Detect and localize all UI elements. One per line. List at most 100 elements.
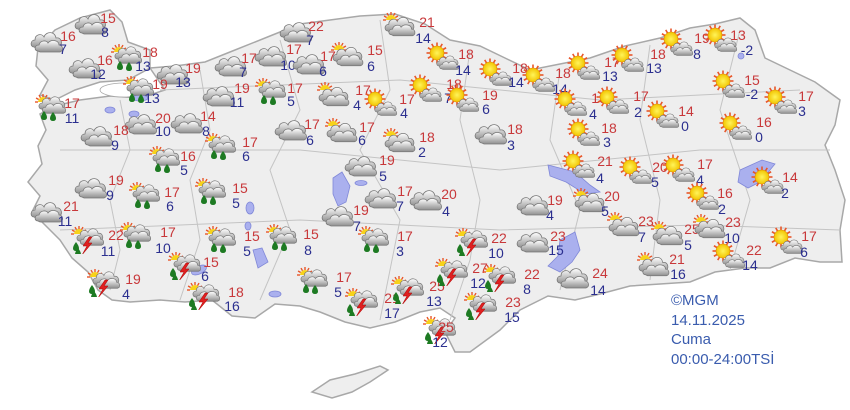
low-temperature: 14 — [742, 257, 758, 273]
mostly-sunny-icon — [479, 58, 513, 86]
low-temperature: 8 — [304, 242, 312, 258]
high-temperature: 16 — [60, 28, 76, 44]
high-temperature: 23 — [725, 214, 741, 230]
low-temperature: 5 — [684, 237, 692, 253]
high-temperature: 21 — [419, 14, 435, 30]
high-temperature: 20 — [604, 188, 620, 204]
low-temperature: 13 — [175, 74, 191, 90]
cloudy-icon — [274, 120, 307, 141]
high-temperature: 18 — [650, 46, 666, 62]
low-temperature: 6 — [358, 132, 366, 148]
thunderstorm-icon — [423, 316, 456, 344]
high-temperature: 17 — [304, 116, 320, 132]
cloudy-icon — [292, 54, 325, 75]
low-temperature: 7 — [59, 41, 67, 57]
partly-cloudy-rain-icon — [120, 222, 151, 249]
high-temperature: 18 — [419, 129, 435, 145]
high-temperature: 17 — [801, 228, 817, 244]
low-temperature: 5 — [243, 243, 251, 259]
partly-cloudy-icon — [383, 128, 416, 153]
low-temperature: 10 — [724, 230, 740, 246]
high-temperature: 21 — [597, 153, 613, 169]
high-temperature: 21 — [669, 251, 685, 267]
high-temperature: 15 — [100, 10, 116, 26]
high-temperature: 20 — [155, 110, 171, 126]
cloudy-icon — [474, 124, 507, 145]
low-temperature: 9 — [111, 137, 119, 153]
high-temperature: 17 — [242, 134, 258, 150]
partly-cloudy-icon — [637, 252, 670, 277]
thunderstorm-icon — [87, 269, 120, 297]
mostly-sunny-icon — [409, 74, 443, 102]
high-temperature: 22 — [524, 266, 540, 282]
thunderstorm-icon — [435, 258, 468, 286]
cloudy-icon — [170, 113, 203, 134]
partly-cloudy-icon — [331, 42, 364, 67]
cloudy-icon — [68, 58, 101, 79]
mostly-sunny-icon — [364, 88, 398, 116]
low-temperature: 2 — [781, 185, 789, 201]
cloudy-icon — [279, 22, 312, 43]
high-temperature: 22 — [308, 18, 324, 34]
high-temperature: 17 — [798, 88, 814, 104]
partly-cloudy-icon — [573, 188, 606, 213]
high-temperature: 17 — [320, 48, 336, 64]
cloudy-icon — [214, 56, 247, 77]
low-temperature: 5 — [180, 162, 188, 178]
low-temperature: 10 — [155, 240, 171, 256]
mostly-sunny-icon — [712, 240, 746, 268]
low-temperature: 11 — [229, 94, 245, 110]
low-temperature: 16 — [224, 298, 240, 314]
high-temperature: 17 — [160, 224, 176, 240]
low-temperature: 7 — [396, 198, 404, 214]
mostly-sunny-icon — [770, 226, 804, 254]
low-temperature: 3 — [798, 103, 806, 119]
mostly-sunny-icon — [751, 166, 785, 194]
low-temperature: 14 — [508, 74, 524, 90]
low-temperature: 6 — [306, 132, 314, 148]
cloudy-icon — [80, 126, 113, 147]
low-temperature: 15 — [548, 242, 564, 258]
low-temperature: 7 — [638, 229, 646, 245]
map-legend: ©MGM 14.11.2025 Cuma 00:00-24:00TSİ — [671, 291, 774, 369]
high-temperature: 17 — [397, 183, 413, 199]
high-temperature: 17 — [287, 80, 303, 96]
high-temperature: 15 — [744, 72, 760, 88]
high-temperature: 17 — [64, 95, 80, 111]
low-temperature: 6 — [319, 63, 327, 79]
low-temperature: 5 — [601, 203, 609, 219]
high-temperature: 16 — [97, 52, 113, 68]
mostly-sunny-icon — [619, 156, 653, 184]
thunderstorm-icon — [187, 282, 220, 310]
high-temperature: 13 — [730, 27, 746, 43]
low-temperature: 11 — [64, 110, 80, 126]
low-temperature: 3 — [507, 137, 515, 153]
low-temperature: 6 — [166, 198, 174, 214]
mostly-sunny-icon — [719, 112, 753, 140]
partly-cloudy-rain-icon — [266, 224, 297, 251]
high-temperature: 19 — [152, 76, 168, 92]
day-label: Cuma — [671, 331, 712, 348]
high-temperature: 21 — [63, 198, 79, 214]
high-temperature: 15 — [303, 226, 319, 242]
low-temperature: -2 — [745, 86, 759, 102]
high-temperature: 17 — [286, 41, 302, 57]
high-temperature: 15 — [232, 180, 248, 196]
high-temperature: 17 — [359, 119, 375, 135]
high-temperature: 15 — [367, 42, 383, 58]
high-temperature: 18 — [458, 46, 474, 62]
partly-cloudy-icon — [607, 212, 640, 237]
high-temperature: 19 — [108, 172, 124, 188]
land-cyprus — [310, 365, 390, 399]
high-temperature: 18 — [113, 122, 129, 138]
high-temperature: 22 — [491, 230, 507, 246]
high-temperature: 19 — [547, 192, 563, 208]
low-temperature: 17 — [384, 305, 400, 321]
low-temperature: 5 — [232, 195, 240, 211]
cloudy-icon — [74, 14, 107, 35]
low-temperature: 4 — [122, 286, 130, 302]
mostly-sunny-icon — [660, 28, 694, 56]
low-temperature: 11 — [100, 243, 116, 259]
low-temperature: 2 — [718, 201, 726, 217]
high-temperature: 17 — [399, 91, 415, 107]
